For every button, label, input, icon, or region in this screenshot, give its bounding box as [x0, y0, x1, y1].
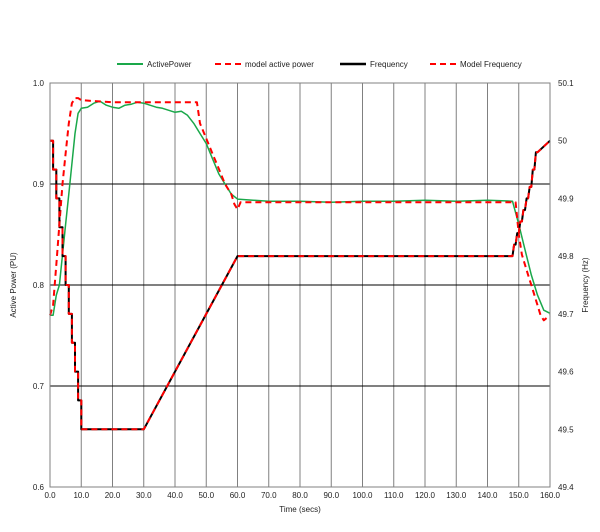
y2-tick-label: 49.4 — [558, 483, 574, 492]
x-tick-label: 150.0 — [509, 491, 530, 500]
x-tick-label: 30.0 — [136, 491, 152, 500]
x-tick-label: 10.0 — [73, 491, 89, 500]
series-line-model-active-power — [49, 97, 551, 322]
x-tick-label: 50.0 — [198, 491, 214, 500]
legend-label: ActivePower — [147, 60, 192, 69]
y2-tick-label: 49.8 — [558, 252, 574, 261]
legend-label: model active power — [245, 60, 314, 69]
series-line-activepower — [50, 100, 551, 317]
legend-label: Frequency — [370, 60, 408, 69]
y2-tick-label: 49.9 — [558, 194, 574, 203]
series-line-model-frequency — [50, 139, 551, 431]
y-tick-label: 0.6 — [33, 483, 45, 492]
y2-tick-label: 50 — [558, 137, 567, 146]
x-tick-label: 60.0 — [230, 491, 246, 500]
x-tick-label: 20.0 — [105, 491, 121, 500]
x-tick-label: 70.0 — [261, 491, 277, 500]
x-axis-label: Time (secs) — [279, 505, 321, 514]
legend-label: Model Frequency — [460, 60, 522, 69]
y-axis-label: Active Power (PU) — [9, 252, 18, 318]
x-tick-label: 110.0 — [384, 491, 404, 500]
x-tick-label: 100.0 — [352, 491, 373, 500]
y-tick-label: 1.0 — [33, 79, 45, 88]
y-tick-label: 0.7 — [33, 382, 45, 391]
y2-tick-label: 49.5 — [558, 425, 574, 434]
y2-tick-label: 49.7 — [558, 310, 574, 319]
x-tick-label: 130.0 — [446, 491, 467, 500]
x-tick-label: 0.0 — [44, 491, 56, 500]
y-tick-label: 0.8 — [33, 281, 45, 290]
x-tick-label: 120.0 — [415, 491, 436, 500]
y2-axis-label: Frequency (Hz) — [581, 257, 590, 312]
x-tick-label: 160.0 — [540, 491, 561, 500]
x-tick-label: 90.0 — [323, 491, 339, 500]
plot-frame — [49, 82, 551, 488]
x-tick-label: 40.0 — [167, 491, 183, 500]
y2-tick-label: 50.1 — [558, 79, 574, 88]
x-tick-label: 80.0 — [292, 491, 308, 500]
x-tick-label: 140.0 — [477, 491, 498, 500]
y-tick-label: 0.9 — [33, 180, 45, 189]
y2-tick-label: 49.6 — [558, 368, 574, 377]
